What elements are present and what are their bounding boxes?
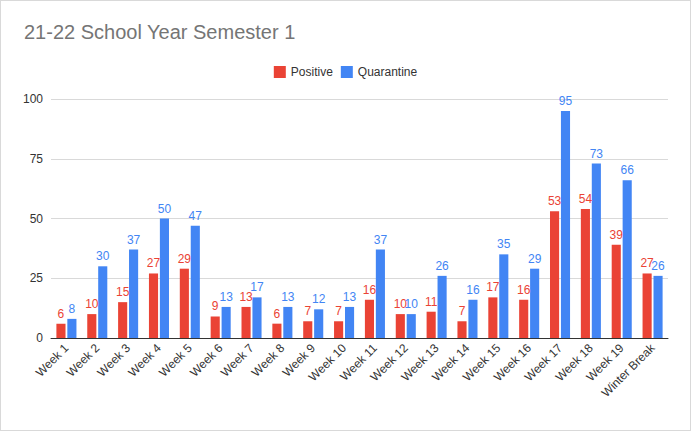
svg-text:17: 17 — [486, 280, 500, 294]
svg-text:16: 16 — [466, 283, 480, 297]
svg-text:Week 5: Week 5 — [156, 341, 195, 380]
svg-text:10: 10 — [393, 297, 407, 312]
svg-text:7: 7 — [335, 304, 342, 318]
svg-text:29: 29 — [178, 252, 192, 266]
svg-text:73: 73 — [590, 147, 604, 161]
svg-text:Week 19: Week 19 — [583, 341, 627, 385]
svg-text:Positive: Positive — [291, 65, 333, 79]
svg-text:10: 10 — [405, 297, 419, 311]
svg-text:13: 13 — [343, 290, 357, 304]
svg-text:100: 100 — [23, 92, 43, 106]
svg-text:0: 0 — [36, 331, 43, 345]
svg-text:26: 26 — [435, 259, 449, 273]
svg-text:9: 9 — [212, 299, 219, 313]
svg-text:54: 54 — [579, 192, 593, 206]
svg-text:Week 2: Week 2 — [64, 341, 103, 380]
svg-text:30: 30 — [96, 249, 110, 263]
svg-text:21-22 School Year Semester 1: 21-22 School Year Semester 1 — [24, 21, 295, 43]
svg-text:16: 16 — [363, 283, 377, 297]
svg-text:Week 18: Week 18 — [552, 341, 596, 385]
svg-text:66: 66 — [621, 163, 635, 177]
svg-text:39: 39 — [610, 228, 624, 242]
svg-text:29: 29 — [528, 252, 542, 266]
svg-text:13: 13 — [219, 290, 233, 304]
svg-text:Week 8: Week 8 — [249, 341, 288, 380]
svg-text:Week 14: Week 14 — [429, 341, 473, 385]
svg-text:16: 16 — [517, 283, 531, 297]
svg-text:13: 13 — [239, 289, 253, 304]
svg-text:37: 37 — [374, 233, 388, 247]
svg-text:35: 35 — [497, 237, 511, 251]
svg-text:7: 7 — [304, 304, 311, 318]
svg-text:75: 75 — [30, 152, 44, 166]
svg-text:50: 50 — [158, 202, 172, 216]
svg-text:12: 12 — [312, 292, 326, 306]
svg-text:Week 12: Week 12 — [367, 341, 411, 385]
svg-text:7: 7 — [459, 304, 466, 318]
svg-text:11: 11 — [425, 295, 438, 309]
svg-text:27: 27 — [147, 256, 161, 270]
svg-text:8: 8 — [69, 302, 76, 316]
svg-text:10: 10 — [85, 297, 99, 311]
svg-text:53: 53 — [548, 194, 562, 208]
svg-text:Week 11: Week 11 — [337, 341, 380, 384]
svg-text:Week 1: Week 1 — [33, 341, 72, 380]
svg-text:Week 13: Week 13 — [398, 341, 442, 385]
svg-text:Week 6: Week 6 — [187, 341, 226, 380]
svg-text:47: 47 — [189, 209, 203, 223]
svg-text:Week 7: Week 7 — [218, 341, 257, 380]
svg-text:27: 27 — [640, 256, 654, 271]
svg-text:26: 26 — [651, 259, 665, 273]
svg-text:Week 16: Week 16 — [490, 341, 535, 385]
svg-text:Week 4: Week 4 — [125, 341, 164, 380]
svg-text:6: 6 — [274, 307, 281, 321]
svg-text:15: 15 — [116, 285, 130, 299]
svg-text:Week 10: Week 10 — [305, 341, 349, 385]
svg-text:37: 37 — [127, 233, 141, 247]
svg-text:17: 17 — [250, 280, 264, 294]
svg-text:Week 17: Week 17 — [521, 341, 565, 385]
svg-text:Week 15: Week 15 — [460, 341, 504, 385]
svg-text:Quarantine: Quarantine — [358, 65, 418, 79]
svg-text:25: 25 — [30, 271, 44, 285]
svg-text:50: 50 — [30, 212, 44, 226]
svg-text:13: 13 — [281, 290, 295, 304]
svg-text:Winter Break: Winter Break — [599, 340, 659, 400]
svg-text:6: 6 — [58, 307, 65, 321]
svg-text:95: 95 — [559, 94, 573, 108]
svg-text:Week 9: Week 9 — [279, 341, 319, 380]
svg-text:Week 3: Week 3 — [95, 341, 134, 380]
